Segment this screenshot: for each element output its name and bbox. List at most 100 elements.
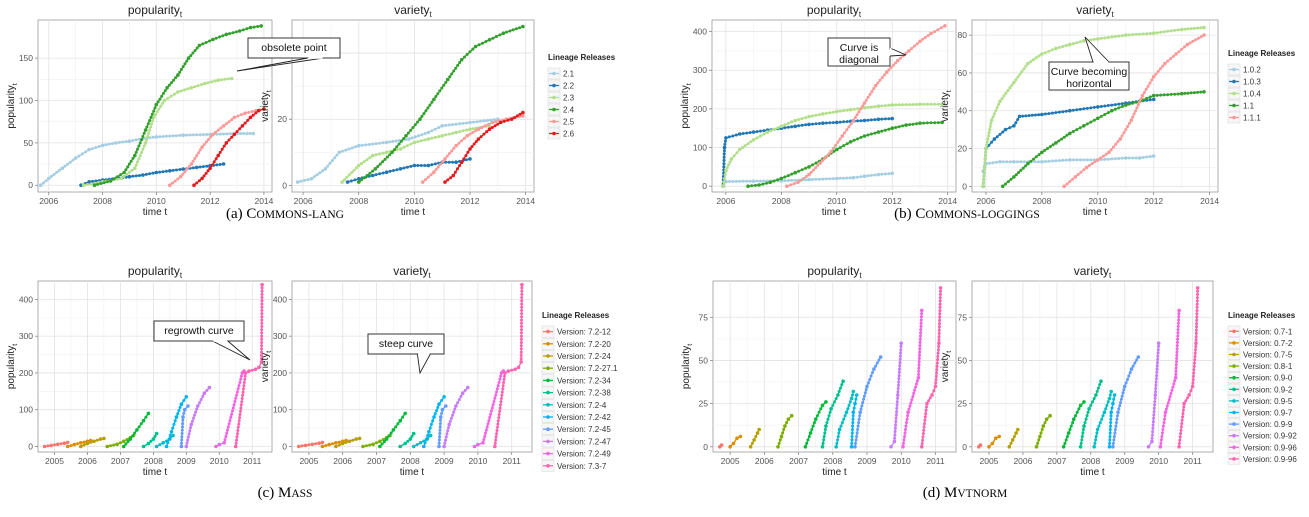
- series-point-1: [345, 180, 350, 184]
- series-point-3: [185, 59, 189, 63]
- series-point-1: [337, 440, 341, 444]
- series-point-4: [1194, 38, 1198, 42]
- series-point-4: [173, 179, 177, 183]
- series-point-11: [259, 360, 264, 364]
- series-point-4: [1151, 74, 1156, 79]
- series-point-0: [225, 132, 229, 136]
- series-point-3: [521, 24, 525, 29]
- series-point-3: [137, 144, 141, 148]
- series-point-2: [229, 76, 234, 81]
- series-point-2: [458, 130, 462, 134]
- series-point-6: [1107, 396, 1112, 401]
- series-point-11: [260, 299, 264, 303]
- series-point-5: [472, 142, 476, 146]
- series-point-11: [495, 432, 499, 436]
- series-point-11: [1195, 318, 1199, 322]
- series-point-3: [776, 445, 780, 449]
- series-point-11: [520, 305, 524, 309]
- legend-key-point: [1232, 422, 1236, 426]
- series-point-2: [873, 105, 877, 109]
- series-point-11: [938, 286, 943, 290]
- series-point-11: [494, 438, 498, 442]
- series-point-5: [451, 173, 456, 178]
- series-point-1: [76, 442, 79, 446]
- series-point-3: [418, 117, 422, 121]
- series-point-8: [860, 404, 864, 408]
- series-point-2: [741, 146, 744, 150]
- series-point-0: [413, 135, 417, 139]
- series-point-3: [146, 122, 150, 126]
- series-point-1: [148, 172, 152, 176]
- series-point-7: [854, 397, 858, 401]
- series-point-5: [206, 169, 210, 173]
- series-point-4: [878, 78, 882, 82]
- y-tick-label: 75: [958, 312, 968, 322]
- series-point-2: [340, 441, 345, 446]
- series-point-3: [115, 175, 119, 179]
- series-point-4: [817, 410, 821, 414]
- series-point-3: [929, 121, 933, 125]
- series-point-10: [233, 400, 237, 403]
- series-point-4: [1199, 35, 1203, 39]
- series-point-1: [722, 149, 726, 153]
- series-point-0: [988, 161, 991, 165]
- series-point-3: [105, 444, 109, 449]
- series-point-4: [209, 135, 213, 139]
- series-point-0: [727, 180, 731, 183]
- series-point-4: [204, 140, 208, 144]
- series-point-0: [855, 175, 859, 179]
- series-point-8: [439, 418, 442, 422]
- series-point-9: [1156, 341, 1161, 346]
- series-point-11: [519, 354, 523, 357]
- series-point-1: [1151, 97, 1156, 102]
- series-point-1: [1089, 106, 1093, 110]
- series-point-10: [910, 398, 914, 402]
- series-point-0: [1134, 156, 1138, 160]
- series-point-2: [155, 110, 159, 114]
- series-point-9: [897, 380, 901, 384]
- series-point-11: [250, 368, 254, 372]
- series-point-0: [201, 133, 205, 137]
- series-point-2: [1047, 49, 1051, 53]
- series-point-3: [790, 172, 794, 176]
- series-point-0: [77, 154, 81, 158]
- series-point-10: [917, 363, 921, 367]
- series-point-11: [936, 348, 940, 352]
- series-point-0: [228, 132, 232, 136]
- series-point-1: [890, 116, 894, 121]
- series-point-0: [807, 177, 811, 182]
- series-point-2: [149, 125, 153, 129]
- series-point-2: [345, 175, 349, 179]
- series-point-2: [136, 160, 139, 164]
- series-point-8: [180, 428, 184, 432]
- series-point-2: [1006, 89, 1010, 92]
- series-point-1: [72, 442, 77, 447]
- series-point-1: [87, 180, 91, 184]
- series-point-11: [1181, 408, 1185, 412]
- x-tick-label: 2005: [980, 456, 999, 466]
- series-point-3: [383, 157, 387, 161]
- series-point-11: [938, 309, 942, 313]
- series-point-3: [122, 170, 126, 175]
- x-tick-label: 2010: [827, 196, 846, 206]
- series-point-3: [371, 169, 375, 173]
- series-point-5: [1096, 386, 1100, 390]
- series-point-4: [887, 68, 891, 72]
- series-point-7: [1109, 417, 1113, 421]
- series-point-10: [484, 431, 487, 435]
- series-point-0: [831, 177, 835, 181]
- series-point-3: [1134, 100, 1138, 104]
- series-point-0: [420, 133, 424, 137]
- series-point-1: [451, 160, 455, 164]
- legend-label: 1.0.3: [1243, 78, 1261, 87]
- series-point-3: [390, 150, 394, 155]
- series-point-2: [901, 103, 905, 107]
- series-point-0: [734, 179, 738, 183]
- series-point-2: [743, 144, 747, 148]
- series-point-8: [1135, 358, 1139, 362]
- series-point-1: [381, 171, 385, 175]
- series-point-0: [1124, 156, 1128, 160]
- series-point-9: [451, 413, 455, 417]
- series-point-5: [485, 130, 489, 134]
- series-point-4: [187, 165, 191, 169]
